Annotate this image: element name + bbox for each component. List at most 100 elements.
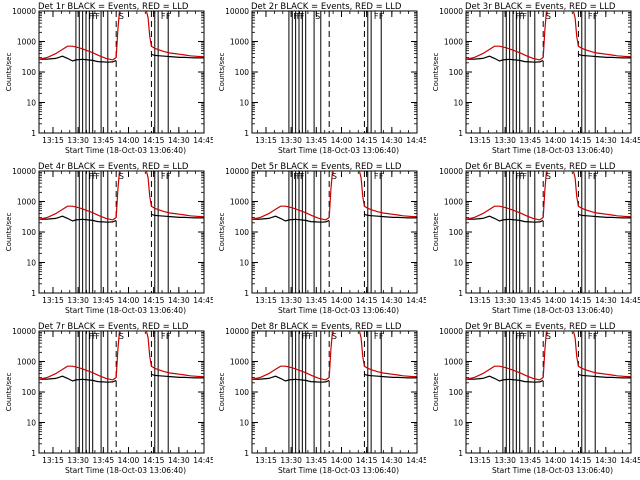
- detector-panel: Det 1r BLACK = Events, RED = LLD 1 10 100 10…: [0, 0, 213, 160]
- x-tick-label: 13:45: [93, 296, 115, 305]
- plot-frame: [465, 10, 632, 134]
- detector-panel: Det 6r BLACK = Events, RED = LLD 1 10 100 10…: [427, 160, 640, 320]
- flag-label: F: [588, 172, 593, 181]
- flag-label: F: [300, 12, 305, 21]
- y-tick-label: 1000: [444, 358, 463, 367]
- flag-label: F: [297, 12, 302, 21]
- flag-label: F: [300, 172, 305, 181]
- flag-label: F: [593, 332, 598, 341]
- y-axis-label: Counts/sec: [432, 213, 440, 252]
- lightcurve-plot: Det 1r BLACK = Events, RED = LLD 1 10 100 10…: [5, 2, 213, 155]
- y-tick-label: 1000: [444, 38, 463, 47]
- flag-label: F: [519, 172, 524, 181]
- events-series-line: [466, 373, 631, 383]
- events-series-line: [39, 213, 204, 223]
- lightcurve-plot: Det 3r BLACK = Events, RED = LLD 1 10 100 10…: [432, 2, 640, 155]
- events-series-line: [39, 53, 204, 63]
- plot-frame: [38, 10, 205, 134]
- x-tick-label: 13:45: [306, 296, 328, 305]
- flag-label: S: [332, 172, 337, 181]
- x-tick-label: 14:15: [143, 456, 165, 465]
- lld-series-line: [39, 171, 204, 221]
- x-tick-label: 14:00: [118, 296, 140, 305]
- x-tick-label: 14:45: [620, 136, 640, 145]
- flag-label: F: [89, 12, 94, 21]
- y-tick-label: 1000: [230, 198, 249, 207]
- y-tick-label: 1: [244, 449, 249, 458]
- plot-data-group: [466, 331, 631, 453]
- x-tick-label: 13:45: [306, 136, 328, 145]
- plot-title: Det 9r BLACK = Events, RED = LLD: [465, 322, 616, 332]
- detector-panel: Det 2r BLACK = Events, RED = LLD 1 10 100 10…: [213, 0, 426, 160]
- x-tick-label: 14:15: [570, 136, 592, 145]
- y-tick-label: 1: [31, 289, 36, 298]
- flag-label: F: [519, 12, 524, 21]
- x-tick-label: 14:15: [356, 456, 378, 465]
- x-tick-label: 13:45: [306, 456, 328, 465]
- flag-label: F: [92, 12, 97, 21]
- x-tick-label: 14:30: [381, 136, 403, 145]
- x-tick-label: 14:15: [570, 456, 592, 465]
- x-axis-label: Start Time (18-Oct-03 13:06:40): [492, 306, 613, 315]
- flag-label: F: [161, 12, 166, 21]
- plot-title: Det 1r BLACK = Events, RED = LLD: [38, 2, 189, 12]
- y-tick-label: 100: [235, 68, 250, 77]
- x-tick-label: 14:30: [595, 456, 617, 465]
- y-tick-label: 10000: [439, 7, 463, 16]
- x-tick-label: 13:15: [469, 136, 491, 145]
- lightcurve-plot: Det 7r BLACK = Events, RED = LLD 1 10 100 10…: [5, 322, 213, 475]
- x-tick-label: 13:30: [494, 296, 516, 305]
- detector-panel: Det 5r BLACK = Events, RED = LLD 1 10 100 10…: [213, 160, 426, 320]
- plot-data-group: [252, 331, 417, 453]
- x-tick-label: 13:45: [520, 136, 542, 145]
- x-tick-label: 13:15: [255, 456, 277, 465]
- y-tick-label: 100: [449, 228, 464, 237]
- plot-frame: [251, 10, 418, 134]
- y-tick-label: 10000: [12, 327, 36, 336]
- x-tick-label: 14:15: [143, 296, 165, 305]
- y-tick-label: 1: [31, 449, 36, 458]
- x-tick-label: 14:00: [118, 456, 140, 465]
- lld-series-line: [39, 11, 204, 61]
- x-tick-label: 14:45: [193, 456, 213, 465]
- flag-label: S: [315, 12, 320, 21]
- x-tick-label: 14:00: [331, 136, 353, 145]
- y-tick-label: 1: [244, 289, 249, 298]
- events-series-line: [466, 213, 631, 223]
- lightcurve-plot: Det 6r BLACK = Events, RED = LLD 1 10 100 10…: [432, 162, 640, 315]
- flag-label: S: [119, 332, 124, 341]
- flag-label: F: [293, 12, 298, 21]
- detector-panel: Det 9r BLACK = Events, RED = LLD 1 10 100 10…: [427, 320, 640, 480]
- y-axis-label: Counts/sec: [5, 213, 13, 252]
- x-tick-label: 14:00: [545, 296, 567, 305]
- x-tick-label: 13:45: [93, 456, 115, 465]
- x-tick-label: 14:15: [570, 296, 592, 305]
- flag-label: F: [95, 332, 100, 341]
- flag-label: S: [546, 172, 551, 181]
- flag-label: S: [546, 332, 551, 341]
- x-axis-label: Start Time (18-Oct-03 13:06:40): [65, 146, 186, 155]
- x-tick-label: 13:15: [42, 136, 64, 145]
- plot-data-group: [466, 171, 631, 293]
- x-tick-label: 13:15: [469, 296, 491, 305]
- flag-label: F: [516, 172, 521, 181]
- y-tick-label: 10: [453, 419, 463, 428]
- x-tick-label: 13:30: [280, 296, 302, 305]
- lld-series-line: [466, 11, 631, 61]
- plot-frame: [38, 330, 205, 454]
- flag-label: F: [297, 172, 302, 181]
- flag-label: F: [588, 332, 593, 341]
- y-tick-label: 10: [453, 259, 463, 268]
- y-tick-label: 10: [453, 99, 463, 108]
- y-tick-label: 10: [239, 259, 249, 268]
- flag-label: F: [305, 332, 310, 341]
- x-tick-label: 14:30: [381, 296, 403, 305]
- flag-label: S: [546, 12, 551, 21]
- x-tick-label: 14:45: [193, 136, 213, 145]
- flag-label: F: [593, 172, 598, 181]
- flag-label: F: [522, 332, 527, 341]
- y-tick-label: 10000: [12, 7, 36, 16]
- events-series-line: [252, 213, 417, 223]
- plot-title: Det 3r BLACK = Events, RED = LLD: [465, 2, 616, 12]
- y-tick-label: 100: [22, 68, 37, 77]
